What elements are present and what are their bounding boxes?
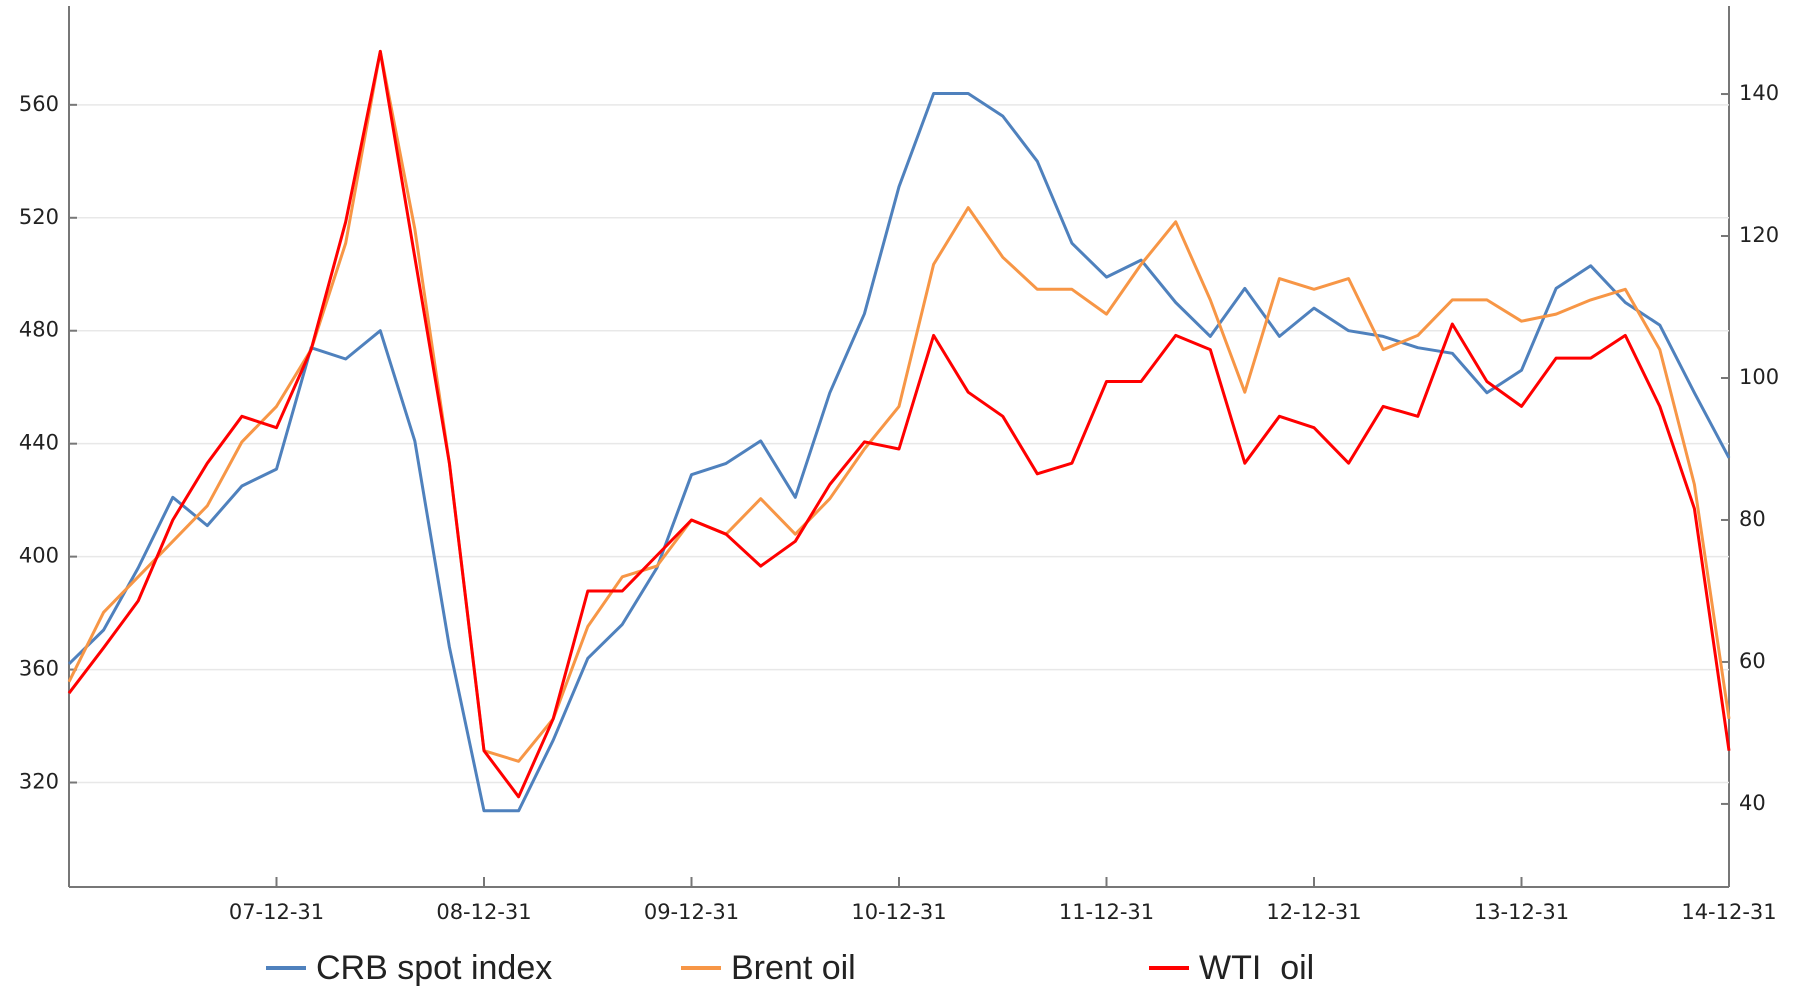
y-tick-label: 320: [19, 770, 59, 794]
y2-tick-label: 80: [1739, 507, 1766, 531]
y-tick-label: 480: [19, 318, 59, 342]
y2-tick-label: 140: [1739, 81, 1779, 105]
series-line: [67, 49, 1731, 799]
legend-label: CRB spot index: [316, 949, 552, 987]
y2-tick-label: 120: [1739, 223, 1779, 247]
series-line: [67, 92, 1731, 813]
y-tick-label: 560: [19, 92, 59, 116]
x-tick-label: 14-12-31: [1681, 900, 1776, 924]
x-tick-label: 13-12-31: [1474, 900, 1569, 924]
y-tick-label: 520: [19, 205, 59, 229]
x-tick-label: 08-12-31: [436, 900, 531, 924]
x-tick-label: 11-12-31: [1059, 900, 1154, 924]
series-line: [67, 49, 1731, 763]
y2-tick-label: 100: [1739, 365, 1779, 389]
x-tick-label: 07-12-31: [229, 900, 324, 924]
x-tick-label: 09-12-31: [644, 900, 739, 924]
x-tick-label: 10-12-31: [851, 900, 946, 924]
y-tick-label: 360: [19, 657, 59, 681]
y-tick-label: 400: [19, 544, 59, 568]
legend-label: Brent oil: [731, 949, 856, 987]
y2-tick-label: 40: [1739, 791, 1766, 815]
legend-label: WTI oil: [1199, 949, 1314, 987]
y2-tick-label: 60: [1739, 649, 1766, 673]
x-tick-label: 12-12-31: [1266, 900, 1361, 924]
y-tick-label: 440: [19, 431, 59, 455]
